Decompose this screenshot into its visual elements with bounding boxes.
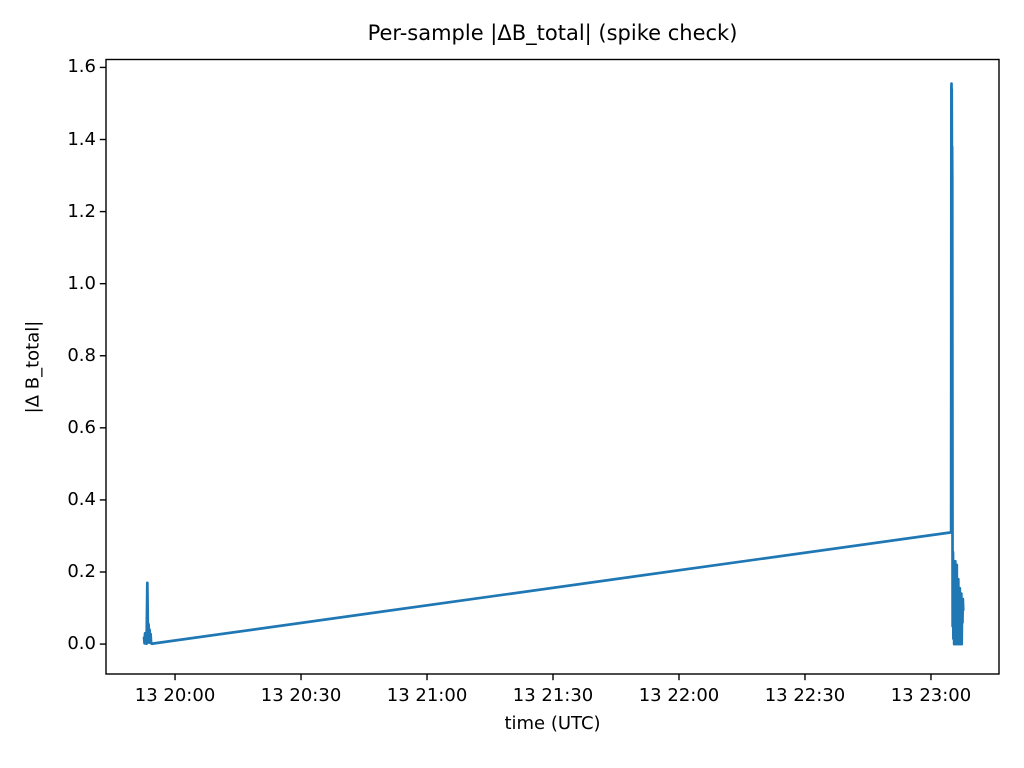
x-axis-label: time (UTC) <box>504 713 601 734</box>
y-tick-label: 1.4 <box>67 128 96 150</box>
y-tick-label: 0.6 <box>67 416 96 438</box>
data-line <box>142 82 965 646</box>
x-tick-label: 13 23:00 <box>890 685 972 706</box>
y-tick-label: 1.6 <box>67 56 96 78</box>
x-tick-label: 13 22:00 <box>638 685 720 706</box>
y-axis-label: |Δ B_total| <box>22 320 44 414</box>
y-tick-label: 0.2 <box>67 561 96 582</box>
x-tick-label: 13 20:00 <box>134 685 216 706</box>
y-tick-label: 1.2 <box>67 200 96 222</box>
y-tick-label: 0.8 <box>67 344 96 366</box>
axes-spines <box>105 58 1000 675</box>
x-tick-label: 13 22:30 <box>764 685 846 706</box>
x-tick-label: 13 21:00 <box>386 685 468 706</box>
y-tick-label: 0.4 <box>67 488 96 510</box>
chart-title: Per-sample |ΔB_total| (spike check) <box>367 21 738 45</box>
x-tick-label: 13 21:30 <box>512 685 594 706</box>
y-tick-label: 0.0 <box>67 633 96 655</box>
y-tick-label: 1.0 <box>67 272 96 294</box>
x-tick-label: 13 20:30 <box>260 685 342 706</box>
